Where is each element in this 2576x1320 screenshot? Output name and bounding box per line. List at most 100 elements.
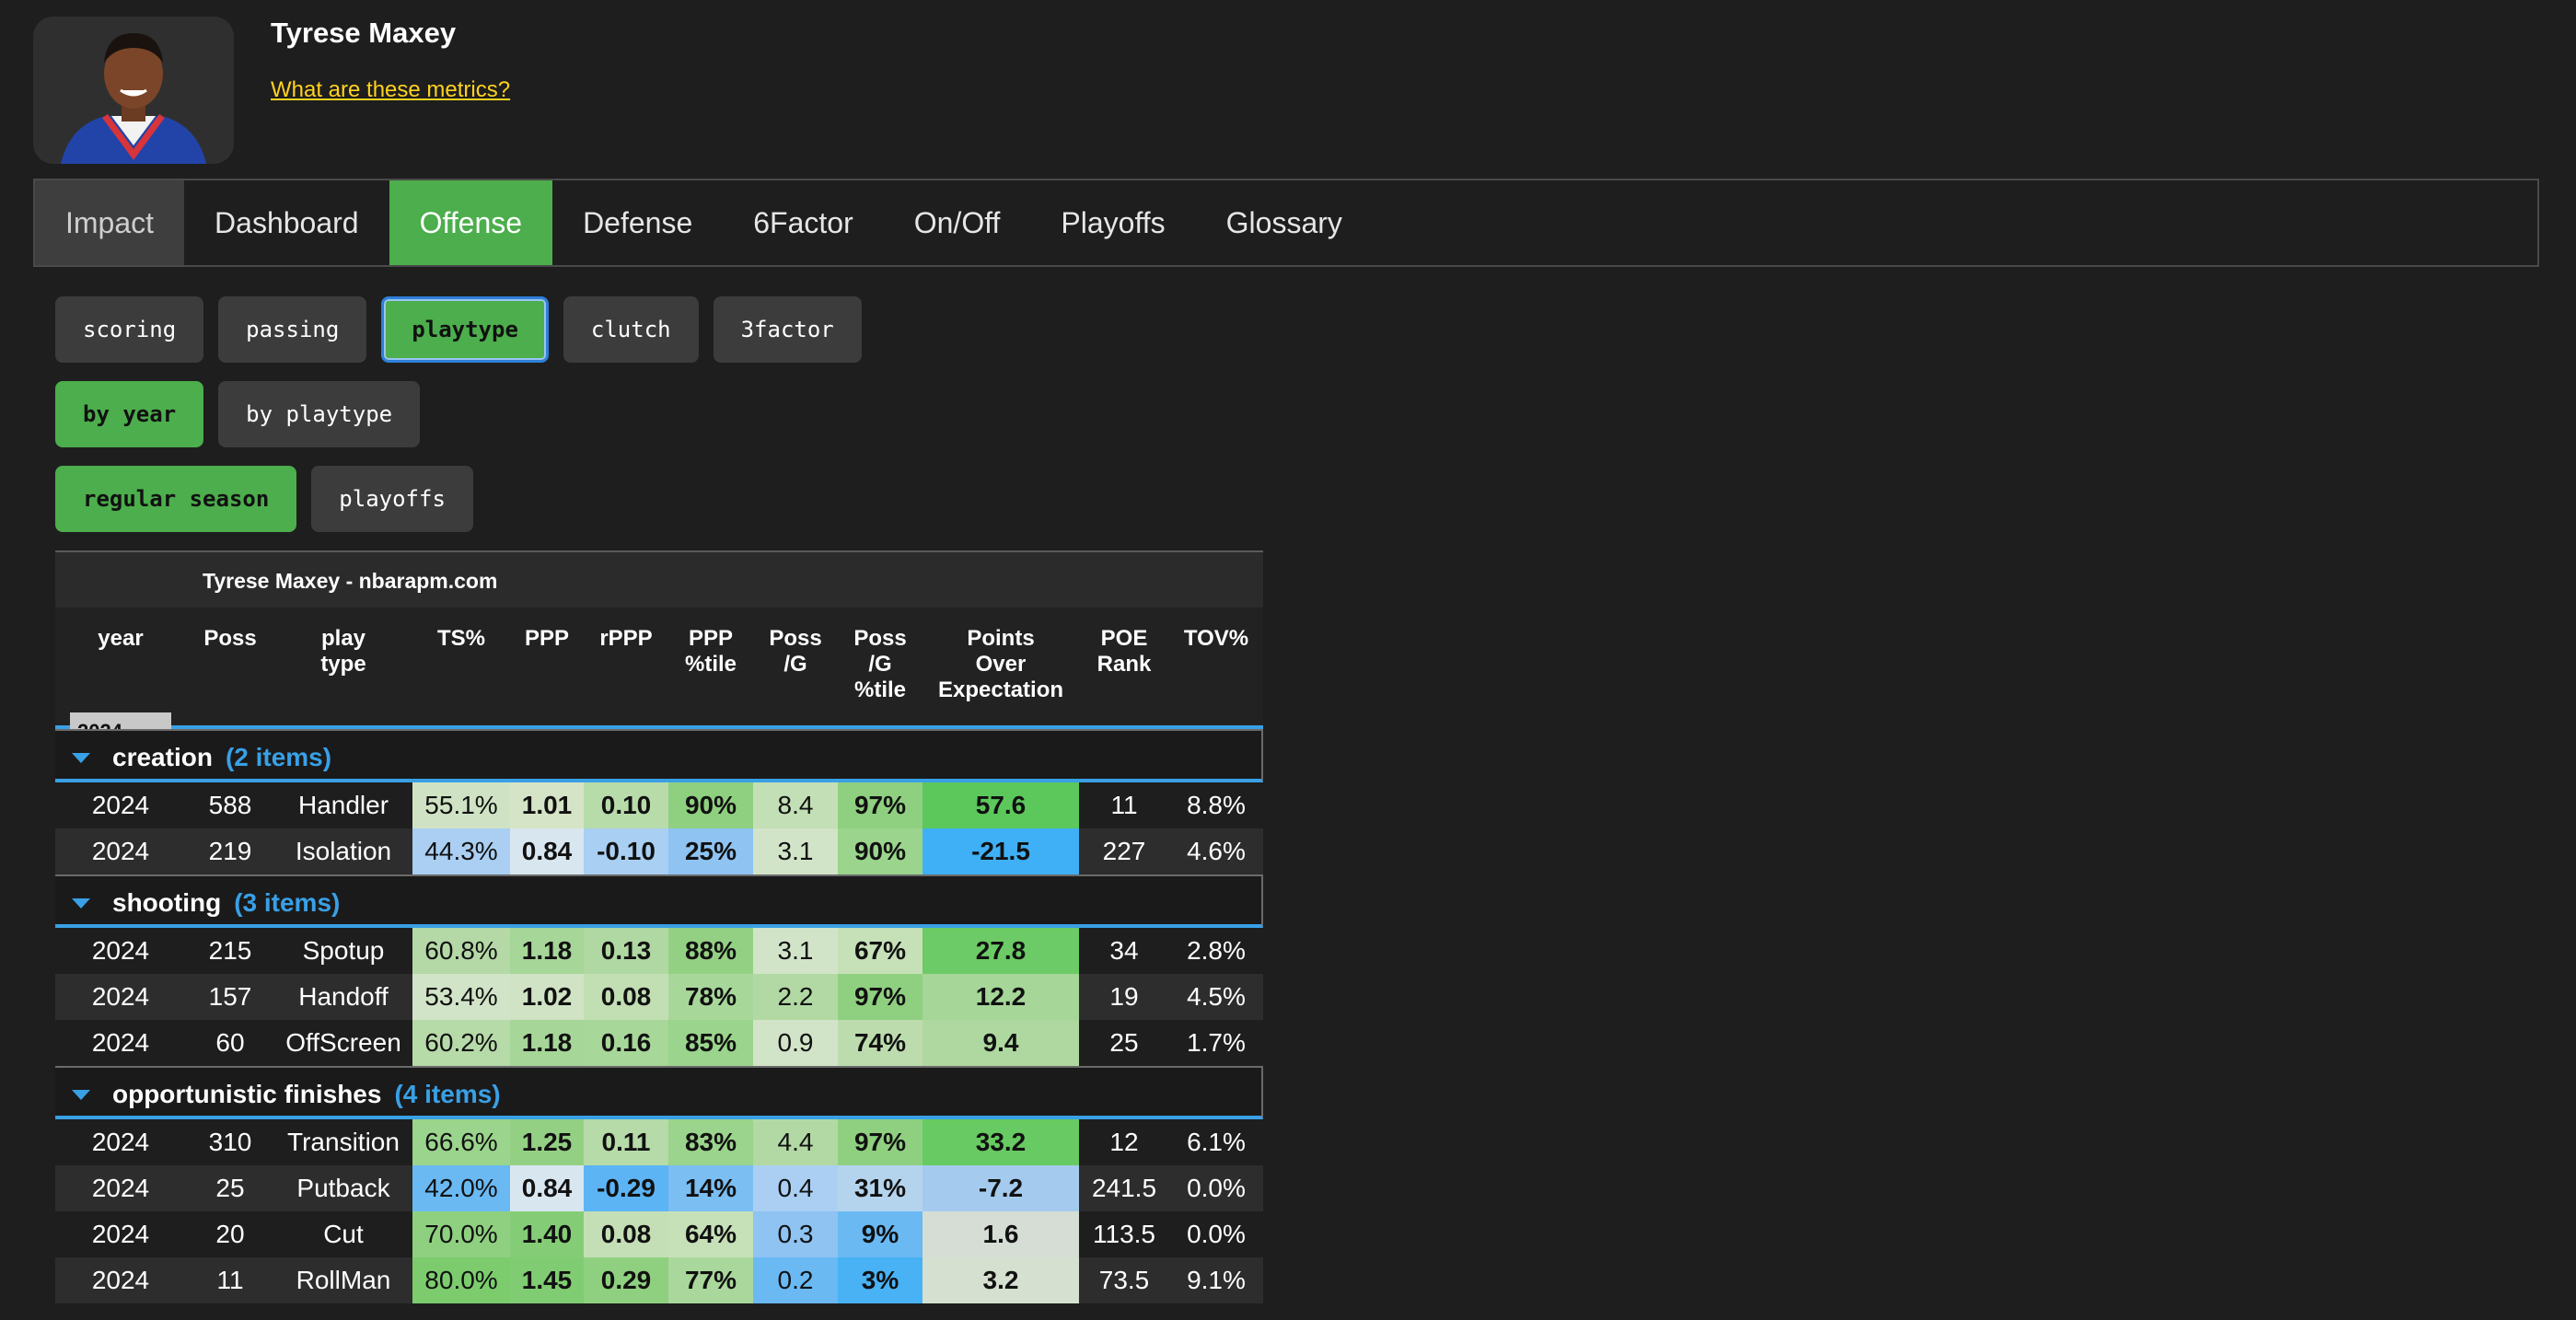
- passing-button[interactable]: passing: [218, 296, 367, 363]
- group-count: (3 items): [234, 888, 341, 917]
- cell-poss-g: 0.2: [753, 1257, 838, 1303]
- cell-poss-g-pct: 9%: [838, 1211, 922, 1257]
- group-name: shooting: [112, 888, 222, 917]
- cell-poss: 219: [208, 837, 252, 865]
- header-poss[interactable]: Poss: [203, 626, 257, 651]
- cell-poe-rank: 113.5: [1093, 1220, 1155, 1248]
- table-row[interactable]: 2024 20 Cut 70.0% 1.40 0.08 64% 0.3 9% 1.6 113.5 0.…: [55, 1211, 1263, 1257]
- cell-tov: 4.5%: [1187, 982, 1246, 1011]
- cell-play-type: Handoff: [298, 982, 389, 1011]
- table-row[interactable]: 2024 157 Handoff 53.4% 1.02 0.08 78% 2.2 97% 12.2…: [55, 974, 1263, 1020]
- header-rppp[interactable]: rPPP: [599, 626, 653, 651]
- table-row[interactable]: 2024 25 Putback 42.0% 0.84 -0.29 14% 0.4 31% -7.2…: [55, 1165, 1263, 1211]
- header-ppp-pct[interactable]: PPP %tile: [668, 626, 753, 677]
- header-ppp-pct-line1: PPP: [688, 626, 734, 651]
- metrics-help-link[interactable]: What are these metrics?: [271, 77, 511, 102]
- cell-poss-g-pct: 67%: [838, 928, 922, 974]
- cell-play-type: RollMan: [296, 1266, 391, 1294]
- cell-year: 2024: [91, 837, 150, 865]
- cell-poe: -21.5: [922, 828, 1079, 874]
- cell-tov: 6.1%: [1187, 1128, 1246, 1156]
- cell-poe: 1.6: [922, 1211, 1079, 1257]
- by-year-button[interactable]: by year: [55, 381, 204, 447]
- scoring-button[interactable]: scoring: [55, 296, 204, 363]
- by-playtype-button[interactable]: by playtype: [218, 381, 421, 447]
- table-row[interactable]: 2024 219 Isolation 44.3% 0.84 -0.10 25% 3.1 90% -…: [55, 828, 1263, 874]
- table-row[interactable]: 2024 60 OffScreen 60.2% 1.18 0.16 85% 0.9 74% 9.4…: [55, 1020, 1263, 1066]
- table-body: creation (2 items) 2024 588 Handler 55.1% 1.01…: [55, 729, 1263, 1303]
- header-poss-g-pct-line2: /G: [868, 652, 892, 677]
- group-row-opportunistic-finishes[interactable]: opportunistic finishes (4 items): [55, 1066, 1263, 1119]
- cell-poss: 20: [215, 1220, 245, 1248]
- cell-ppp: 0.84: [510, 1165, 584, 1211]
- header-ts[interactable]: TS%: [436, 626, 485, 651]
- header-tov[interactable]: TOV%: [1183, 626, 1249, 651]
- header-poe-rank[interactable]: POE Rank: [1079, 626, 1169, 677]
- table-row[interactable]: 2024 11 RollMan 80.0% 1.45 0.29 77% 0.2 3% 3.2 73.…: [55, 1257, 1263, 1303]
- header-poe-line1: Points: [967, 626, 1035, 651]
- tab-6factor[interactable]: 6Factor: [753, 206, 853, 239]
- cell-poss-g: 3.1: [753, 928, 838, 974]
- cell-poss-g: 4.4: [753, 1119, 838, 1165]
- tab-offense[interactable]: Offense: [389, 180, 553, 265]
- clutch-button[interactable]: clutch: [563, 296, 699, 363]
- cell-ts: 66.6%: [412, 1119, 510, 1165]
- table-header: year Poss play type TS% PPP rPPP PPP %ti…: [55, 608, 1263, 751]
- collapse-arrow-icon[interactable]: [72, 1090, 90, 1100]
- header-poe[interactable]: Points Over Expectation: [922, 626, 1079, 703]
- cell-ppp-pct: 85%: [668, 1020, 753, 1066]
- cell-ts: 44.3%: [412, 828, 510, 874]
- regular-season-button[interactable]: regular season: [55, 466, 297, 532]
- tab-defense[interactable]: Defense: [583, 206, 693, 239]
- cell-poss: 11: [216, 1266, 244, 1294]
- cell-ppp: 1.25: [510, 1119, 584, 1165]
- cell-poe-rank: 25: [1109, 1028, 1139, 1057]
- header-play-type[interactable]: play type: [274, 626, 412, 677]
- cell-rppp: -0.29: [584, 1165, 668, 1211]
- cell-ppp-pct: 25%: [668, 828, 753, 874]
- tab-dashboard[interactable]: Dashboard: [215, 206, 359, 239]
- group-row-creation[interactable]: creation (2 items): [55, 729, 1263, 782]
- header-poss-g-line1: Poss: [769, 626, 822, 651]
- cell-year: 2024: [91, 1266, 150, 1294]
- cell-poe: 12.2: [922, 974, 1079, 1020]
- table-row[interactable]: 2024 310 Transition 66.6% 1.25 0.11 83% 4.4 97% 3…: [55, 1119, 1263, 1165]
- cell-ts: 60.8%: [412, 928, 510, 974]
- cell-poss-g: 8.4: [753, 782, 838, 828]
- cell-play-type: OffScreen: [285, 1028, 401, 1057]
- view-pill-row: by year by playtype: [55, 381, 421, 447]
- cell-poe: 33.2: [922, 1119, 1079, 1165]
- playoffs-button[interactable]: playoffs: [311, 466, 473, 532]
- cell-poss: 25: [215, 1174, 245, 1202]
- header-poe-rank-line1: POE: [1100, 626, 1148, 651]
- header-ppp[interactable]: PPP: [524, 626, 570, 651]
- header-poss-g-pct[interactable]: Poss /G %tile: [838, 626, 922, 703]
- cell-ppp-pct: 77%: [668, 1257, 753, 1303]
- header-poss-g[interactable]: Poss /G: [753, 626, 838, 677]
- collapse-arrow-icon[interactable]: [72, 753, 90, 763]
- cell-poss-g-pct: 97%: [838, 974, 922, 1020]
- cell-poss-g-pct: 3%: [838, 1257, 922, 1303]
- tab-on-off[interactable]: On/Off: [913, 206, 1001, 239]
- 3factor-button[interactable]: 3factor: [713, 296, 862, 363]
- collapse-arrow-icon[interactable]: [72, 898, 90, 909]
- cell-year: 2024: [91, 936, 150, 965]
- cell-poe-rank: 34: [1109, 936, 1139, 965]
- table-title: Tyrese Maxey - nbarapm.com: [55, 550, 1263, 608]
- cell-rppp: 0.08: [584, 974, 668, 1020]
- tab-glossary[interactable]: Glossary: [1225, 206, 1342, 239]
- cell-play-type: Spotup: [302, 936, 385, 965]
- playtype-button[interactable]: playtype: [381, 296, 549, 363]
- table-row[interactable]: 2024 215 Spotup 60.8% 1.18 0.13 88% 3.1 67% 27.8 3…: [55, 928, 1263, 974]
- cell-rppp: -0.10: [584, 828, 668, 874]
- cell-rppp: 0.29: [584, 1257, 668, 1303]
- tab-impact[interactable]: Impact: [35, 180, 185, 265]
- cell-ppp-pct: 90%: [668, 782, 753, 828]
- tab-playoffs[interactable]: Playoffs: [1061, 206, 1166, 239]
- table-row[interactable]: 2024 588 Handler 55.1% 1.01 0.10 90% 8.4 97% 57.6…: [55, 782, 1263, 828]
- group-row-shooting[interactable]: shooting (3 items): [55, 874, 1263, 928]
- header-year[interactable]: year: [98, 626, 144, 651]
- cell-play-type: Isolation: [295, 837, 392, 865]
- cell-year: 2024: [91, 1028, 150, 1057]
- cell-rppp: 0.16: [584, 1020, 668, 1066]
